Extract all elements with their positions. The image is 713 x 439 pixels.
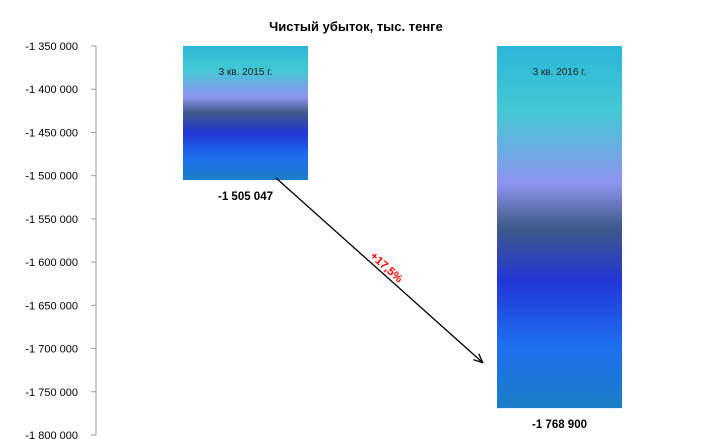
y-tick-label: -1 350 000 — [25, 41, 78, 53]
bar-category-label: 3 кв. 2015 г. — [219, 67, 273, 78]
change-arrow — [275, 177, 482, 362]
bar-value-label: -1 768 900 — [532, 419, 587, 431]
bar — [497, 46, 622, 409]
y-tick-label: -1 650 000 — [25, 300, 78, 312]
y-tick-label: -1 550 000 — [25, 214, 78, 226]
change-annotation: +17,5% — [367, 250, 404, 285]
y-tick-label: -1 500 000 — [25, 171, 78, 183]
y-tick-label: -1 800 000 — [25, 430, 78, 439]
chart-title: Чистый убыток, тыс. тенге — [269, 19, 443, 34]
bar — [183, 46, 308, 181]
bar-category-label: 3 кв. 2016 г. — [533, 67, 587, 78]
y-tick-label: -1 700 000 — [25, 344, 78, 356]
y-tick-label: -1 450 000 — [25, 127, 78, 139]
y-tick-label: -1 400 000 — [25, 84, 78, 96]
bars — [183, 46, 622, 409]
bar-labels: 3 кв. 2015 г. -1 505 047 3 кв. 2016 г. -1 7… — [218, 67, 587, 431]
y-tick-label: -1 750 000 — [25, 387, 78, 399]
bar-value-label: -1 505 047 — [218, 191, 273, 203]
y-axis-ticks: -1 350 000 -1 400 000 -1 450 000 -1 500 000… — [25, 41, 96, 439]
y-tick-label: -1 600 000 — [25, 257, 78, 269]
